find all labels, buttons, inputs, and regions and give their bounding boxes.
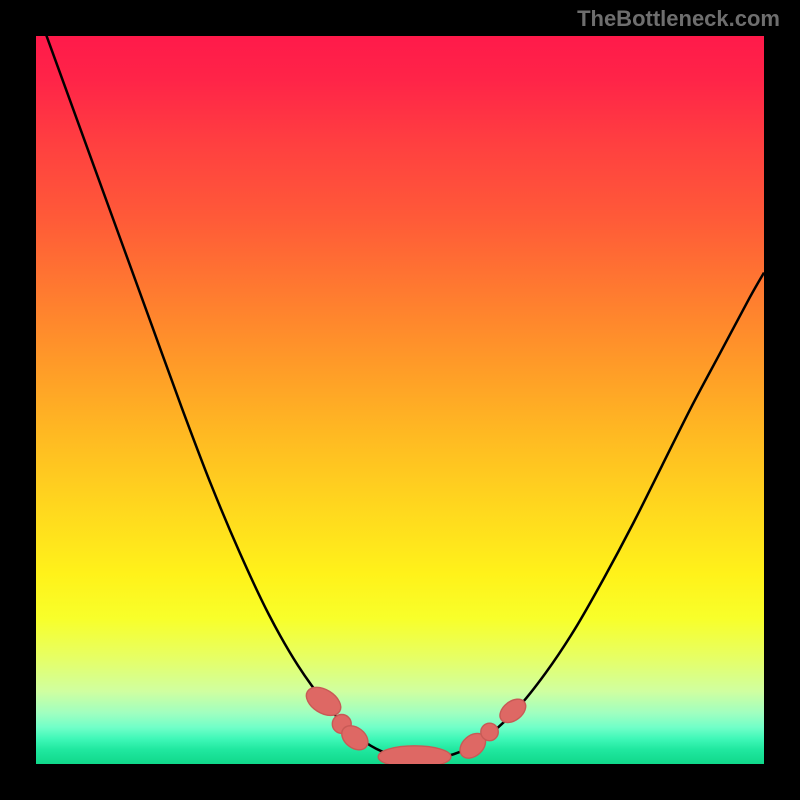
watermark-text: TheBottleneck.com (577, 6, 780, 31)
bottleneck-chart: TheBottleneck.com (0, 0, 800, 800)
gradient-background (36, 36, 764, 764)
curve-marker (481, 723, 498, 740)
chart-container: TheBottleneck.com (0, 0, 800, 800)
